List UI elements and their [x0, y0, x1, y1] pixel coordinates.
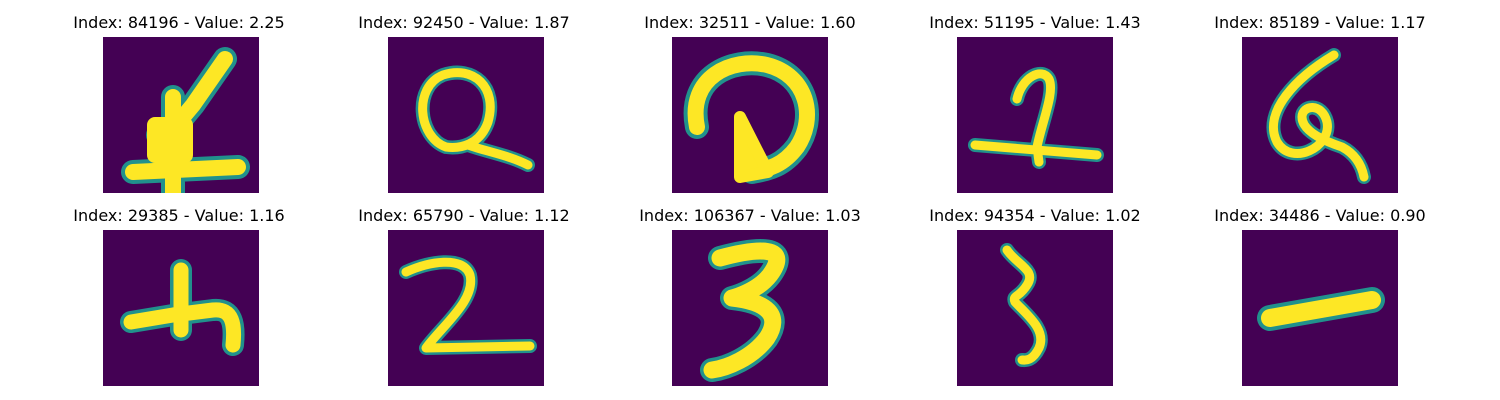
panel-title: Index: 29385 - Value: 1.16 — [73, 206, 285, 225]
digit-image — [957, 230, 1113, 386]
panel-title: Index: 51195 - Value: 1.43 — [929, 13, 1141, 32]
digit-2-icon — [968, 66, 1104, 169]
digit-image — [388, 230, 544, 386]
panel-title: Index: 84196 - Value: 2.25 — [73, 13, 285, 32]
panel-title: Index: 34486 - Value: 0.90 — [1214, 206, 1426, 225]
digit-image — [957, 37, 1113, 193]
digit-image — [388, 37, 544, 193]
digit-image — [103, 37, 259, 193]
digit-d-icon — [683, 51, 819, 184]
panel-title: Index: 85189 - Value: 1.17 — [1214, 13, 1426, 32]
digit-3-icon — [700, 239, 789, 382]
digit-image — [103, 230, 259, 386]
digit-image — [672, 230, 828, 386]
panel-title: Index: 65790 - Value: 1.12 — [358, 206, 570, 225]
panel-title: Index: 94354 - Value: 1.02 — [929, 206, 1141, 225]
digit-6-icon — [1266, 48, 1371, 184]
panel-title: Index: 92450 - Value: 1.87 — [358, 13, 570, 32]
digit-q-icon — [415, 65, 535, 172]
digit-3-icon — [1000, 243, 1048, 368]
panel-title: Index: 106367 - Value: 1.03 — [639, 206, 861, 225]
digit-image — [1242, 230, 1398, 386]
panel-title: Index: 32511 - Value: 1.60 — [644, 13, 856, 32]
digit-4-icon — [120, 259, 245, 356]
digit-image — [672, 37, 828, 193]
digit-4-icon — [121, 47, 250, 193]
digit-1-horizontal-icon — [1257, 287, 1385, 331]
digit-image — [1242, 37, 1398, 193]
digit-2-icon — [399, 255, 537, 355]
